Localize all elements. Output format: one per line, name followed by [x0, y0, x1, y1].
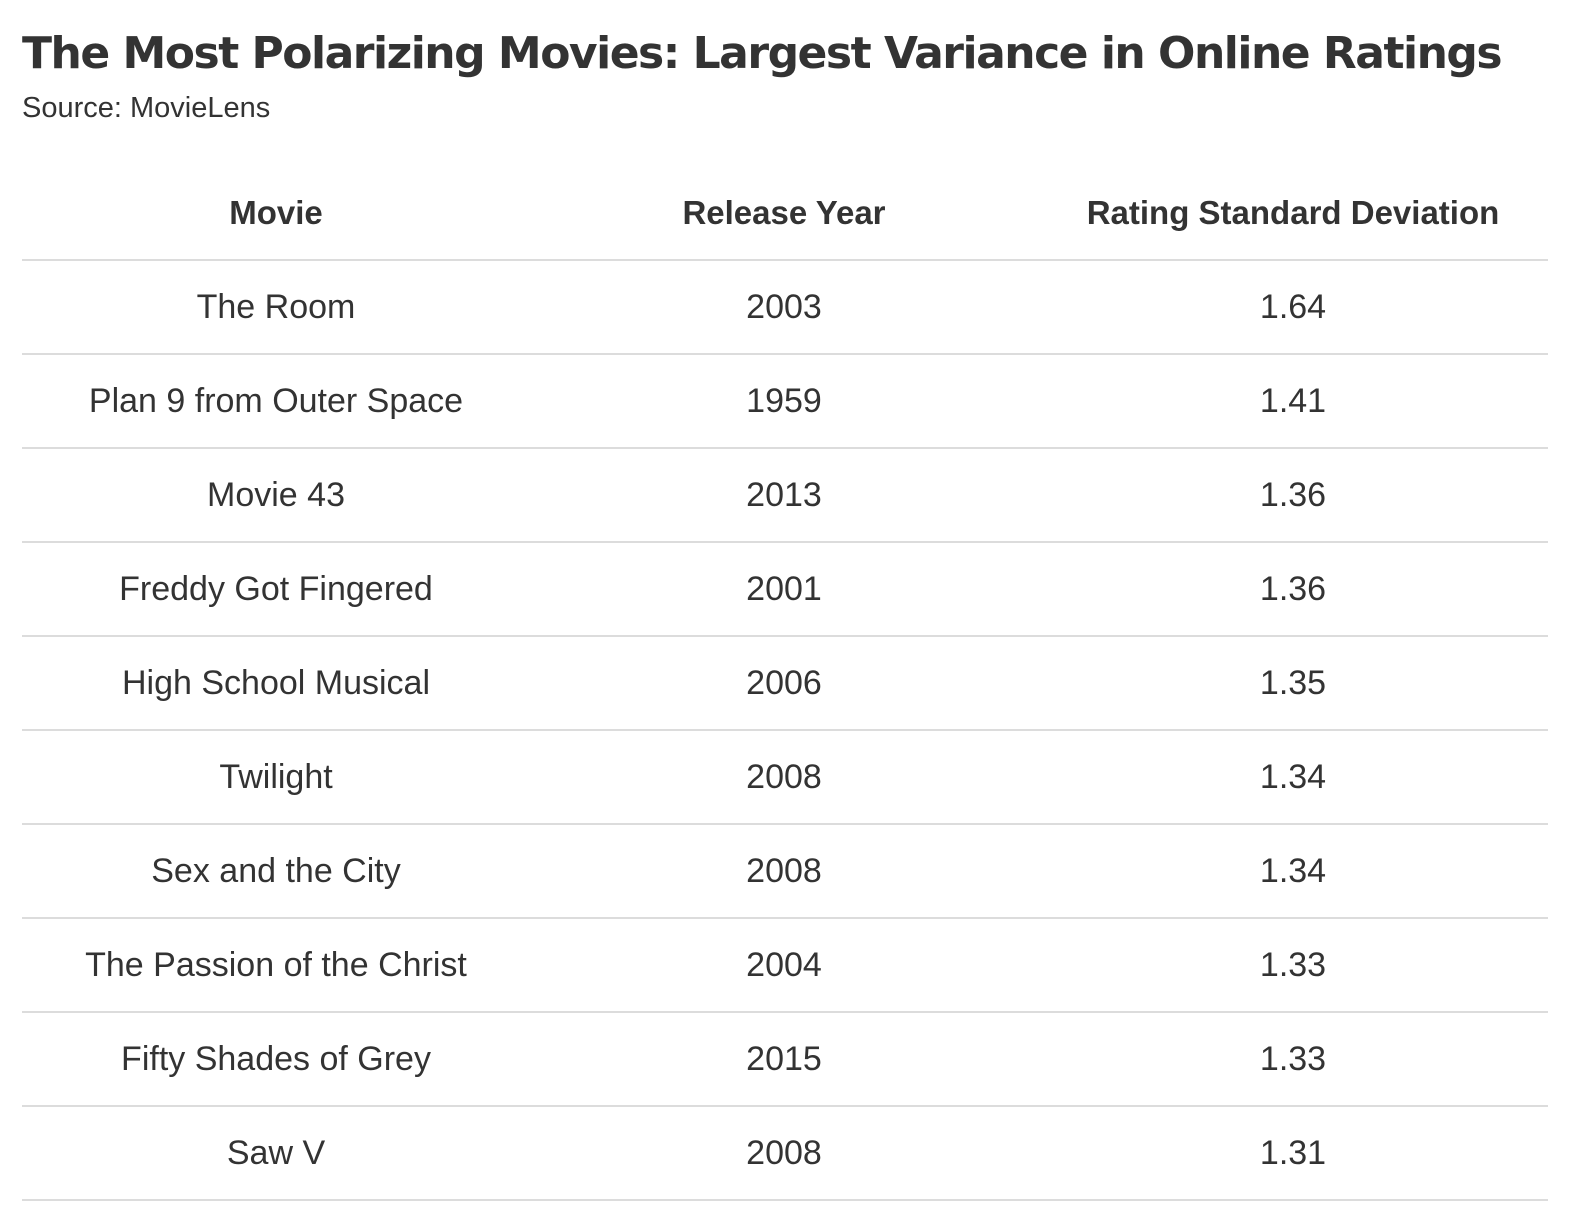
- cell-release-year: 2003: [530, 260, 1038, 355]
- cell-release-year: 2015: [530, 1012, 1038, 1107]
- cell-release-year: 2008: [530, 824, 1038, 919]
- cell-movie: High School Musical: [22, 636, 530, 731]
- cell-rating-sd: 1.35: [1038, 636, 1548, 731]
- chart-title: The Most Polarizing Movies: Largest Vari…: [22, 28, 1503, 79]
- cell-release-year: 1959: [530, 354, 1038, 449]
- cell-movie: Twilight: [22, 730, 530, 825]
- cell-rating-sd: 1.31: [1038, 1106, 1548, 1201]
- table-row: Twilight 2008 1.34: [22, 730, 1548, 825]
- table-row: Freddy Got Fingered 2001 1.36: [22, 542, 1548, 637]
- cell-release-year: 2001: [530, 542, 1038, 637]
- cell-rating-sd: 1.41: [1038, 354, 1548, 449]
- column-header-rating-sd: Rating Standard Deviation: [1038, 167, 1548, 261]
- cell-release-year: 2008: [530, 730, 1038, 825]
- cell-rating-sd: 1.36: [1038, 542, 1548, 637]
- cell-release-year: 2008: [530, 1106, 1038, 1201]
- table-row: High School Musical 2006 1.35: [22, 636, 1548, 731]
- cell-rating-sd: 1.64: [1038, 260, 1548, 355]
- column-header-release-year: Release Year: [530, 167, 1038, 261]
- table-row: Plan 9 from Outer Space 1959 1.41: [22, 354, 1548, 449]
- chart-source: Source: MovieLens: [22, 92, 271, 124]
- cell-rating-sd: 1.33: [1038, 1012, 1548, 1107]
- table-row: Saw V 2008 1.31: [22, 1106, 1548, 1201]
- cell-movie: The Room: [22, 260, 530, 355]
- cell-movie: Fifty Shades of Grey: [22, 1012, 530, 1107]
- ratings-table: Movie Release Year Rating Standard Devia…: [22, 167, 1548, 1201]
- cell-movie: Plan 9 from Outer Space: [22, 354, 530, 449]
- table-row: Movie 43 2013 1.36: [22, 448, 1548, 543]
- table-row: Fifty Shades of Grey 2015 1.33: [22, 1012, 1548, 1107]
- cell-movie: Freddy Got Fingered: [22, 542, 530, 637]
- table-header-row: Movie Release Year Rating Standard Devia…: [22, 167, 1548, 261]
- table-row: The Passion of the Christ 2004 1.33: [22, 918, 1548, 1013]
- cell-rating-sd: 1.34: [1038, 730, 1548, 825]
- cell-release-year: 2004: [530, 918, 1038, 1013]
- cell-rating-sd: 1.33: [1038, 918, 1548, 1013]
- cell-movie: The Passion of the Christ: [22, 918, 530, 1013]
- table-row: Sex and the City 2008 1.34: [22, 824, 1548, 919]
- cell-movie: Movie 43: [22, 448, 530, 543]
- cell-movie: Sex and the City: [22, 824, 530, 919]
- table-row: The Room 2003 1.64: [22, 260, 1548, 355]
- column-header-movie: Movie: [22, 167, 530, 261]
- cell-rating-sd: 1.36: [1038, 448, 1548, 543]
- cell-release-year: 2013: [530, 448, 1038, 543]
- cell-movie: Saw V: [22, 1106, 530, 1201]
- cell-release-year: 2006: [530, 636, 1038, 731]
- cell-rating-sd: 1.34: [1038, 824, 1548, 919]
- chart-container: The Most Polarizing Movies: Largest Vari…: [22, 0, 1548, 126]
